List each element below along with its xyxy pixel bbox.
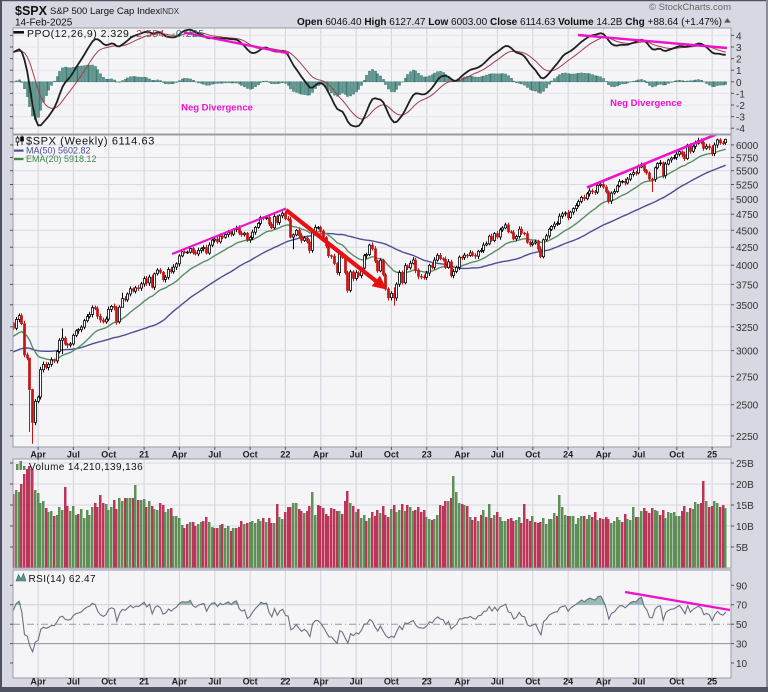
svg-text:Apr: Apr (172, 677, 188, 687)
svg-text:S&P 500 Large Cap Index: S&P 500 Large Cap Index (50, 6, 160, 17)
svg-text:© StockCharts.com: © StockCharts.com (649, 2, 731, 13)
svg-text:Oct: Oct (384, 450, 399, 460)
svg-text:Jul: Jul (208, 450, 221, 460)
svg-text:4500: 4500 (736, 226, 759, 237)
svg-text:2: 2 (736, 55, 742, 66)
svg-text:Apr: Apr (172, 450, 188, 460)
svg-text:Jul: Jul (491, 450, 504, 460)
svg-text:5750: 5750 (736, 154, 759, 165)
svg-text:Oct: Oct (669, 677, 684, 687)
svg-text:10B: 10B (736, 522, 754, 533)
svg-text:Oct: Oct (384, 677, 399, 687)
svg-text:25: 25 (707, 677, 717, 687)
svg-text:$SPX (Weekly) 6114.63: $SPX (Weekly) 6114.63 (26, 136, 155, 148)
svg-text:22: 22 (280, 450, 290, 460)
svg-text:Jul: Jul (350, 450, 363, 460)
svg-text:5B: 5B (736, 543, 749, 554)
svg-text:RSI(14) 62.47: RSI(14) 62.47 (29, 574, 96, 585)
svg-text:4000: 4000 (736, 261, 759, 272)
svg-text:PPO(12,26,9) 2.329, 2.554, -0.: PPO(12,26,9) 2.329, 2.554, -0.225 (27, 28, 205, 40)
svg-text:Jul: Jul (67, 677, 80, 687)
svg-text:20B: 20B (736, 480, 754, 491)
svg-text:Oct: Oct (525, 677, 540, 687)
svg-text:4: 4 (736, 31, 742, 42)
svg-text:Jul: Jul (632, 450, 645, 460)
svg-text:Volume 14,210,139,136: Volume 14,210,139,136 (29, 462, 143, 473)
svg-text:Oct: Oct (669, 450, 684, 460)
svg-text:0: 0 (736, 78, 742, 89)
svg-text:3000: 3000 (736, 347, 759, 358)
svg-text:30: 30 (736, 640, 748, 651)
svg-text:6000: 6000 (736, 141, 759, 152)
svg-text:Apr: Apr (596, 450, 612, 460)
svg-text:5500: 5500 (736, 167, 759, 178)
svg-text:23: 23 (422, 450, 432, 460)
svg-text:23: 23 (422, 677, 432, 687)
svg-text:-4: -4 (736, 124, 745, 135)
svg-text:Neg Divergence: Neg Divergence (181, 103, 253, 114)
svg-text:Apr: Apr (313, 450, 329, 460)
svg-text:-3: -3 (736, 113, 745, 124)
svg-text:Jul: Jul (67, 450, 80, 460)
svg-text:Oct: Oct (525, 450, 540, 460)
svg-text:Oct: Oct (101, 677, 116, 687)
svg-text:4750: 4750 (736, 210, 759, 221)
svg-text:Jul: Jul (350, 677, 363, 687)
svg-text:MA(50) 5602.82: MA(50) 5602.82 (26, 146, 91, 156)
svg-text:Oct: Oct (101, 450, 116, 460)
svg-text:3250: 3250 (736, 323, 759, 334)
svg-text:21: 21 (139, 450, 149, 460)
svg-text:Apr: Apr (454, 677, 470, 687)
svg-text:INDX: INDX (160, 7, 180, 16)
svg-text:21: 21 (139, 677, 149, 687)
svg-text:3: 3 (736, 43, 742, 54)
svg-text:Apr: Apr (30, 450, 46, 460)
svg-text:2750: 2750 (736, 372, 759, 383)
svg-text:Open 6046.40 High 6127.47 Low: Open 6046.40 High 6127.47 Low 6003.00 Cl… (297, 17, 722, 28)
svg-text:90: 90 (736, 581, 748, 592)
svg-text:EMA(20) 5918.12: EMA(20) 5918.12 (26, 154, 97, 164)
svg-text:5250: 5250 (736, 181, 759, 192)
svg-text:Apr: Apr (313, 677, 329, 687)
svg-text:3500: 3500 (736, 301, 759, 312)
svg-text:Neg Divergence: Neg Divergence (610, 98, 682, 109)
svg-text:25B: 25B (736, 459, 754, 470)
svg-text:Jul: Jul (208, 677, 221, 687)
svg-text:Apr: Apr (30, 677, 46, 687)
svg-text:Apr: Apr (596, 677, 612, 687)
svg-text:Jul: Jul (491, 677, 504, 687)
svg-text:70: 70 (736, 601, 748, 612)
svg-text:24: 24 (563, 450, 573, 460)
svg-text:Oct: Oct (243, 450, 258, 460)
svg-text:2500: 2500 (736, 401, 759, 412)
svg-text:4250: 4250 (736, 243, 759, 254)
svg-text:-1: -1 (736, 89, 745, 100)
svg-text:Jul: Jul (632, 677, 645, 687)
svg-text:3750: 3750 (736, 280, 759, 291)
svg-text:50: 50 (736, 620, 748, 631)
svg-text:-2: -2 (736, 101, 745, 112)
svg-text:Oct: Oct (243, 677, 258, 687)
svg-text:25: 25 (707, 450, 717, 460)
svg-text:5000: 5000 (736, 195, 759, 206)
svg-text:1: 1 (736, 66, 742, 77)
svg-text:22: 22 (280, 677, 290, 687)
svg-text:10: 10 (736, 659, 748, 670)
svg-text:$SPX: $SPX (15, 4, 48, 18)
svg-text:14-Feb-2025: 14-Feb-2025 (15, 18, 73, 29)
svg-text:Apr: Apr (454, 450, 470, 460)
svg-text:24: 24 (563, 677, 573, 687)
svg-text:2250: 2250 (736, 432, 759, 443)
svg-text:15B: 15B (736, 501, 754, 512)
